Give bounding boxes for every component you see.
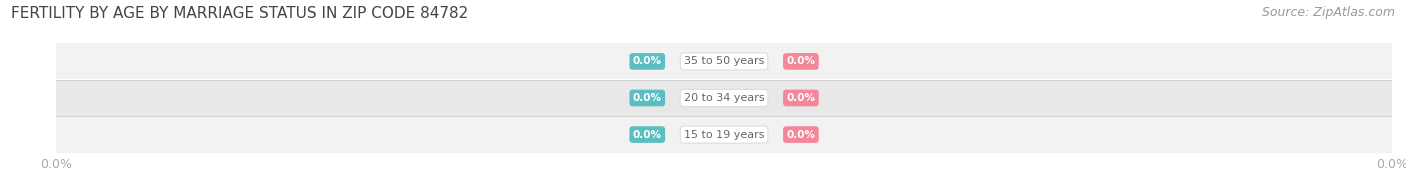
Text: 0.0%: 0.0% xyxy=(786,93,815,103)
Text: 15 to 19 years: 15 to 19 years xyxy=(683,130,765,140)
Bar xyxy=(56,44,1392,79)
Text: FERTILITY BY AGE BY MARRIAGE STATUS IN ZIP CODE 84782: FERTILITY BY AGE BY MARRIAGE STATUS IN Z… xyxy=(11,6,468,21)
Text: 35 to 50 years: 35 to 50 years xyxy=(683,56,765,66)
Text: 0.0%: 0.0% xyxy=(633,130,662,140)
Text: 20 to 34 years: 20 to 34 years xyxy=(683,93,765,103)
Text: 0.0%: 0.0% xyxy=(633,93,662,103)
Bar xyxy=(56,80,1392,116)
Text: 0.0%: 0.0% xyxy=(633,56,662,66)
Bar xyxy=(56,117,1392,152)
Text: Source: ZipAtlas.com: Source: ZipAtlas.com xyxy=(1261,6,1395,19)
Text: 0.0%: 0.0% xyxy=(786,130,815,140)
Text: 0.0%: 0.0% xyxy=(786,56,815,66)
